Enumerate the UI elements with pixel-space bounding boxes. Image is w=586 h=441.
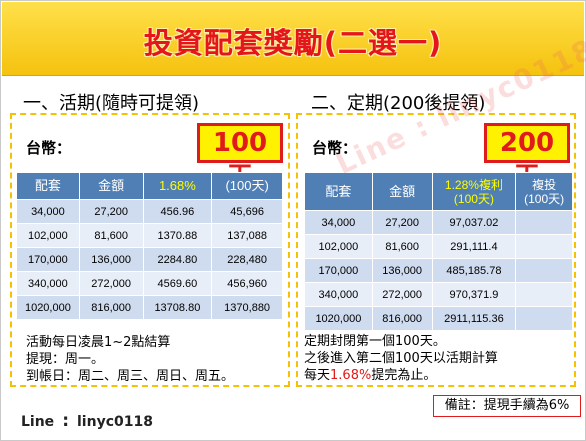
table-row: 34,000 27,200 456.96 45,696	[16, 199, 283, 224]
table-cell: 136,000	[78, 247, 144, 272]
table-cell: 456.96	[142, 199, 213, 224]
left-section-heading: 一、活期(隨時可提領)	[23, 93, 200, 114]
table-row: 170,000 136,000 2284.80 228,480	[16, 247, 283, 272]
table-cell: 485,185.78	[431, 258, 517, 283]
table-cell: 970,371.9	[431, 282, 517, 307]
table-cell: 2284.80	[142, 247, 213, 272]
left-col-header: 配套	[16, 172, 80, 200]
table-cell: 137,088	[211, 223, 283, 248]
table-cell: 34,000	[304, 210, 373, 235]
left-note-line: 提現：周一。	[26, 352, 105, 367]
table-row: 1020,000 816,000 13708.80 1370,880	[16, 295, 283, 320]
table-cell: 45,696	[211, 199, 283, 224]
table-cell	[515, 258, 573, 283]
table-cell: 1020,000	[304, 306, 373, 331]
right-col-header: 1.28%複利 (100天)	[431, 172, 517, 211]
table-cell: 81,600	[78, 223, 144, 248]
table-cell	[515, 210, 573, 235]
table-row: 340,000 272,000 970,371.9	[304, 282, 573, 307]
right-duration-badge: 200天	[484, 123, 570, 192]
right-section-heading: 二、定期(200後提領)	[311, 93, 486, 114]
table-cell	[515, 234, 573, 259]
table-row: 170,000 136,000 485,185.78	[304, 258, 573, 283]
title-banner: 投資配套獎勵(二選一)	[2, 2, 584, 76]
page-title: 投資配套獎勵(二選一)	[143, 26, 443, 60]
right-col-header-reinvest: 複投	[532, 177, 557, 192]
table-cell: 170,000	[304, 258, 373, 283]
table-cell: 1370.88	[142, 223, 213, 248]
table-cell: 34,000	[16, 199, 80, 224]
table-cell: 170,000	[16, 247, 80, 272]
right-note-line: 之後進入第二個100天以活期計算	[304, 351, 498, 366]
right-note-line: 定期封閉第一個100天。	[304, 334, 446, 349]
right-col-header-reinvest-days: (100天)	[524, 191, 565, 206]
table-cell: 27,200	[78, 199, 144, 224]
left-col-header: 金額	[78, 172, 144, 200]
right-currency-label: 台幣：	[312, 139, 358, 157]
table-cell: 1020,000	[16, 295, 80, 320]
line-contact: Line: linyc0118	[21, 411, 153, 431]
table-cell: 340,000	[304, 282, 373, 307]
table-cell: 102,000	[16, 223, 80, 248]
right-col-header: 複投 (100天)	[515, 172, 573, 211]
left-notes: 活動每日凌晨1~2點結算 提現：周一。 到帳日：周二、周三、周日、周五。	[26, 334, 234, 385]
table-cell: 291,111.4	[431, 234, 517, 259]
fee-remark: 備註：提現手續為6%	[433, 395, 581, 417]
right-note-post: 提完為止。	[371, 368, 437, 383]
table-row: 102,000 81,600 1370.88 137,088	[16, 223, 283, 248]
table-cell: 4569.60	[142, 271, 213, 296]
left-currency-label: 台幣：	[26, 139, 72, 157]
table-cell: 456,960	[211, 271, 283, 296]
table-cell: 340,000	[16, 271, 80, 296]
left-note-line: 活動每日凌晨1~2點結算	[26, 335, 171, 350]
right-col-header-days: (100天)	[453, 191, 494, 206]
table-cell: 272,000	[78, 271, 144, 296]
table-cell: 816,000	[78, 295, 144, 320]
table-cell: 27,200	[371, 210, 433, 235]
table-cell: 1370,880	[211, 295, 283, 320]
left-col-header: 1.68%	[142, 172, 213, 200]
left-col-header: (100天)	[211, 172, 283, 200]
right-col-header: 金額	[371, 172, 433, 211]
right-notes: 定期封閉第一個100天。 之後進入第二個100天以活期計算 每天1.68%提完為…	[304, 333, 498, 384]
table-cell: 81,600	[371, 234, 433, 259]
table-cell: 102,000	[304, 234, 373, 259]
left-duration-badge: 100天	[197, 123, 283, 192]
right-col-header: 配套	[304, 172, 373, 211]
left-rate-table: 配套 金額 1.68% (100天) 34,000 27,200 456.96 45,…	[16, 172, 283, 320]
right-rate-table: 配套 金額 1.28%複利 (100天) 複投 (100天) 34,000 27,…	[304, 172, 573, 331]
table-row: 34,000 27,200 97,037.02	[304, 210, 573, 235]
table-cell: 13708.80	[142, 295, 213, 320]
line-label: Line	[21, 414, 55, 430]
table-cell: 228,480	[211, 247, 283, 272]
table-row: 102,000 81,600 291,111.4	[304, 234, 573, 259]
table-cell	[515, 306, 573, 331]
table-cell: 816,000	[371, 306, 433, 331]
table-row: 340,000 272,000 4569.60 456,960	[16, 271, 283, 296]
table-cell: 136,000	[371, 258, 433, 283]
table-cell: 2911,115.36	[431, 306, 517, 331]
table-row: 1020,000 816,000 2911,115.36	[304, 306, 573, 331]
right-note-line: 每天1.68%提完為止。	[304, 367, 498, 384]
table-cell	[515, 282, 573, 307]
table-cell: 272,000	[371, 282, 433, 307]
line-colon: :	[62, 411, 69, 431]
right-col-header-rate: 1.28%複利	[444, 177, 503, 192]
right-note-pre: 每天	[304, 368, 331, 383]
table-cell: 97,037.02	[431, 210, 517, 235]
line-handle: linyc0118	[77, 414, 153, 430]
right-note-rate: 1.68%	[330, 368, 372, 383]
left-note-line: 到帳日：周二、周三、周日、周五。	[26, 369, 235, 384]
